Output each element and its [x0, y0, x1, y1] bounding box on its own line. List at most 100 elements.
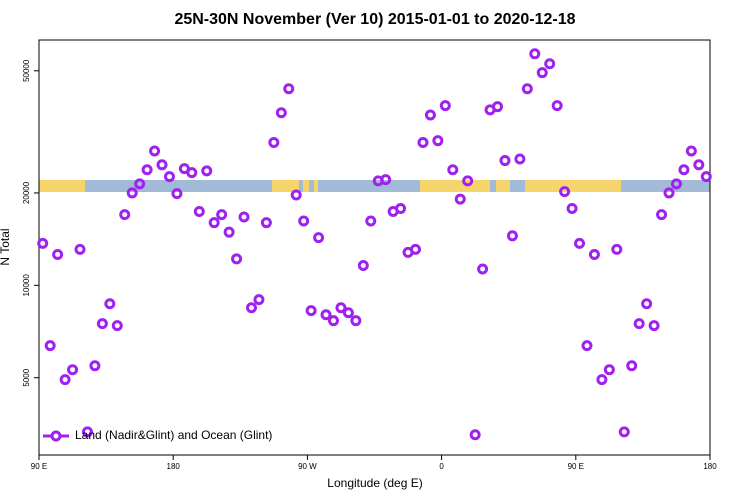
data-point — [89, 360, 101, 372]
data-point — [37, 237, 49, 249]
data-point — [149, 145, 161, 157]
data-point — [685, 145, 697, 157]
data-point — [410, 243, 422, 255]
data-point — [193, 205, 205, 217]
data-point — [633, 318, 645, 330]
data-point — [141, 164, 153, 176]
data-point — [670, 178, 682, 190]
data-point — [566, 202, 578, 214]
data-point — [245, 302, 257, 314]
data-point — [208, 217, 220, 229]
data-point — [126, 187, 138, 199]
x-tick-label: 90 W — [298, 462, 317, 471]
x-tick-label: 180 — [167, 462, 181, 471]
data-point — [44, 340, 56, 352]
data-point — [588, 249, 600, 261]
data-point — [544, 58, 556, 70]
legend-label: Land (Nadir&Glint) and Ocean (Glint) — [75, 428, 272, 442]
data-point — [506, 230, 518, 242]
data-point — [424, 109, 436, 121]
data-point — [186, 167, 198, 179]
data-point — [313, 232, 325, 244]
data-point — [216, 209, 228, 221]
plot-frame — [38, 39, 711, 456]
data-point — [536, 67, 548, 79]
land-ocean-strip — [39, 180, 710, 192]
data-point — [171, 188, 183, 200]
data-point — [380, 174, 392, 186]
data-point — [641, 298, 653, 310]
data-point — [342, 307, 354, 319]
data-point — [611, 243, 623, 255]
data-point — [67, 364, 79, 376]
data-point — [559, 186, 571, 198]
data-point — [447, 164, 459, 176]
data-point — [253, 294, 265, 306]
data-point — [111, 320, 123, 332]
legend-marker — [50, 430, 62, 442]
x-tick-label: 180 — [703, 462, 717, 471]
data-point — [603, 364, 615, 376]
y-tick-label: 20000 — [22, 181, 31, 204]
data-point — [499, 155, 511, 167]
x-axis-label: Longitude (deg E) — [327, 476, 422, 490]
y-tick-label: 50000 — [22, 59, 31, 82]
data-point — [156, 159, 168, 171]
data-point — [283, 83, 295, 95]
data-point — [693, 159, 705, 171]
data-point — [74, 243, 86, 255]
data-point — [268, 136, 280, 148]
data-point — [462, 175, 474, 187]
data-point — [656, 209, 668, 221]
y-tick-label: 5000 — [22, 368, 31, 386]
data-point — [417, 136, 429, 148]
data-point — [618, 426, 630, 438]
data-point — [201, 165, 213, 177]
data-point — [320, 309, 332, 321]
data-point — [231, 253, 243, 265]
data-point — [81, 426, 93, 438]
data-point — [454, 193, 466, 205]
data-point — [134, 178, 146, 190]
data-point — [663, 187, 675, 199]
data-point — [521, 83, 533, 95]
data-point — [529, 48, 541, 60]
y-axis-label: N Total — [0, 228, 12, 265]
data-point — [439, 100, 451, 112]
data-point — [596, 374, 608, 386]
data-point — [260, 217, 272, 229]
data-point — [275, 107, 287, 119]
data-point — [700, 171, 712, 183]
data-point — [395, 202, 407, 214]
chart-title: 25N-30N November (Ver 10) 2015-01-01 to … — [174, 11, 575, 28]
data-point — [96, 318, 108, 330]
y-tick-label: 10000 — [22, 274, 31, 297]
data-point — [305, 305, 317, 317]
data-point — [119, 209, 131, 221]
data-point — [335, 302, 347, 314]
data-point — [290, 189, 302, 201]
data-point — [52, 249, 64, 261]
data-point — [551, 100, 563, 112]
x-tick-label: 90 E — [568, 462, 584, 471]
data-point — [492, 101, 504, 113]
data-point — [469, 429, 481, 441]
data-point — [327, 315, 339, 327]
data-point — [477, 263, 489, 275]
data-point — [648, 320, 660, 332]
data-point — [350, 315, 362, 327]
data-point — [163, 171, 175, 183]
data-point — [365, 215, 377, 227]
data-point — [357, 260, 369, 272]
data-point — [581, 340, 593, 352]
x-tick-label: 0 — [439, 462, 444, 471]
x-tick-label: 90 E — [31, 462, 47, 471]
data-point — [626, 360, 638, 372]
data-point — [678, 164, 690, 176]
data-point — [432, 135, 444, 147]
data-point — [574, 237, 586, 249]
data-point — [298, 215, 310, 227]
data-point — [238, 211, 250, 223]
data-point — [104, 298, 116, 310]
